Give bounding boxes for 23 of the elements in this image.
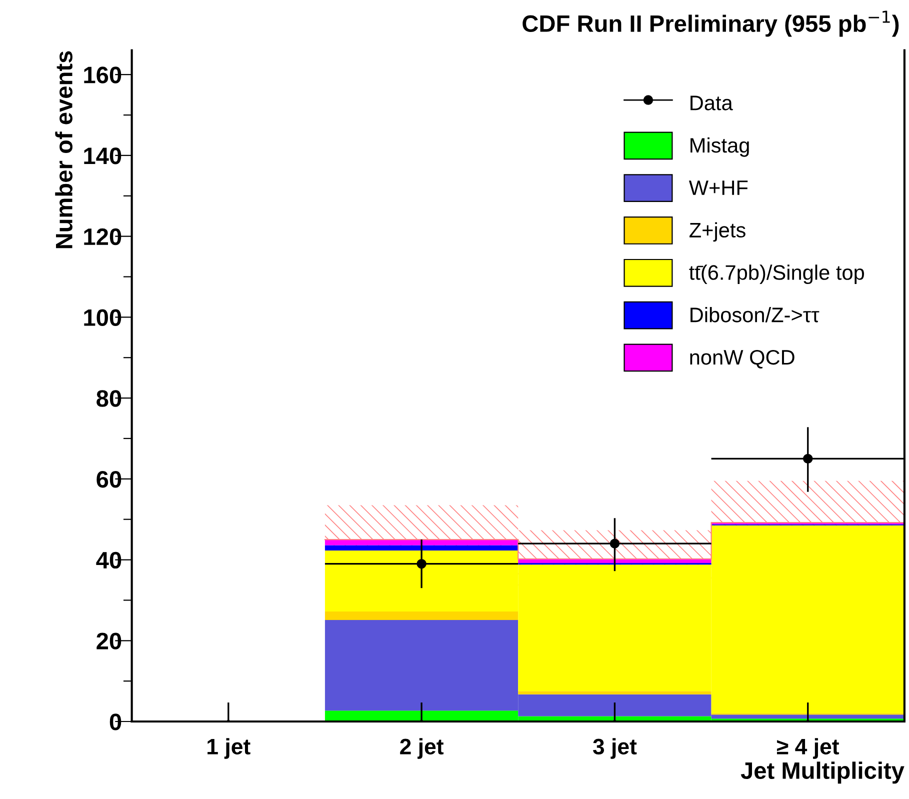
- y-tick-label: 0: [110, 714, 122, 730]
- y-tick-label: 40: [96, 552, 122, 569]
- y-tick-label: 100: [84, 309, 122, 326]
- x-tick-label: 1 jet: [208, 738, 250, 759]
- x-tick-label: 3 jet: [592, 738, 637, 759]
- chart-title: CDF Run II Preliminary (955 pb$^{−1}$): [522, 10, 899, 37]
- y-tick-label: 140: [84, 148, 122, 164]
- legend-label: Diboson/Z->ττ: [690, 307, 820, 322]
- y-tick-label: 80: [96, 390, 122, 407]
- legend-label: tt̄(6.7pb)/Single top: [689, 264, 864, 284]
- y-axis-title: Number of events: [55, 51, 72, 248]
- legend-label: nonW QCD: [690, 350, 794, 368]
- legend-label: Mistag: [690, 137, 749, 157]
- y-tick-label: 120: [84, 228, 122, 246]
- legend-label: Data: [690, 96, 733, 110]
- legend-label: W+HF: [688, 180, 748, 195]
- x-tick-label: 2 jet: [400, 738, 444, 759]
- y-tick-label: 20: [96, 632, 122, 650]
- x-axis-title: Jet Multiplicity: [740, 762, 904, 784]
- legend-label: Z+jets: [690, 222, 746, 242]
- x-tick-label: ≥ 4 jet: [776, 738, 840, 759]
- y-tick-label: 60: [96, 470, 122, 488]
- y-tick-label: 160: [84, 66, 122, 84]
